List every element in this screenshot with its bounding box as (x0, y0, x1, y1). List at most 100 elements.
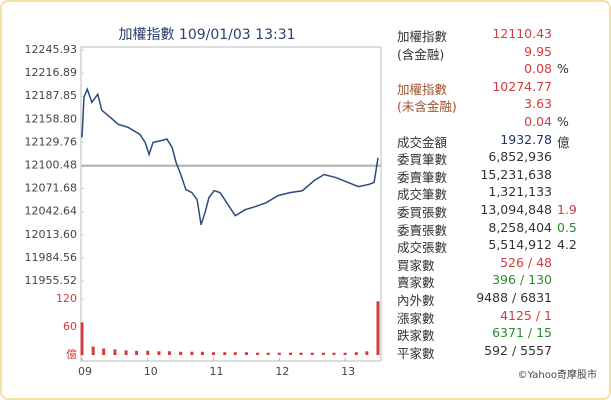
volume-bar (289, 352, 293, 355)
stat-row: 加權指數 12110.43 (397, 26, 597, 44)
y-tick-label: 12013.60 (25, 228, 78, 241)
stat-row: 加權指數 10274.77 (397, 79, 597, 97)
stat-row: 成交金額 1932.78 億 (397, 132, 597, 150)
volume-bar (277, 352, 281, 355)
volume-bar (167, 351, 171, 355)
stat-row: 平家數 592 / 5557 (397, 343, 597, 361)
y-tick-label: 12187.85 (25, 89, 78, 102)
volume-bar (244, 352, 248, 355)
stat-label: 買家數 (397, 257, 435, 273)
stat-row: 內外數 9488 / 6831 (397, 290, 597, 308)
stat-label: 加權指數 (397, 81, 448, 97)
stat-label: 跌家數 (397, 328, 435, 344)
stat-row: 成交張數 5,514,912 4.2 (397, 237, 597, 255)
stat-label: 委買筆數 (397, 152, 448, 168)
stat-value: 3.63 (524, 96, 552, 112)
stat-label: 內外數 (397, 293, 435, 308)
volume-bar (135, 350, 139, 355)
stat-value: 1,321,133 (488, 184, 552, 200)
stat-label: 成交張數 (397, 240, 448, 256)
stat-label: 加權指數 (397, 29, 448, 44)
x-tick-label: 12 (275, 365, 289, 378)
volume-bar (310, 352, 314, 355)
stat-label: (含金融) (397, 46, 445, 62)
stat-value: 13,094,848 (480, 202, 552, 217)
stat-value: 4125 / 1 (500, 307, 552, 323)
stat-row: 委賣筆數 15,231,638 (397, 167, 597, 185)
stat-row: 跌家數 6371 / 15 (397, 325, 597, 343)
volume-bar (146, 350, 150, 355)
stat-extra: 1.9 (557, 202, 577, 217)
stat-value: 5,514,912 (488, 237, 552, 253)
y-tick-label: 60 (63, 320, 77, 333)
x-tick-label: 11 (210, 365, 224, 378)
x-tick-label: 13 (341, 365, 355, 378)
stat-label: 賣家數 (397, 275, 435, 291)
stat-value: 9.95 (524, 43, 552, 59)
stat-value: 592 / 5557 (484, 342, 552, 358)
y-tick-label: 12100.48 (25, 159, 78, 172)
stat-row: 委買張數 13,094,848 1.9 (397, 202, 597, 220)
stat-label: 漲家數 (397, 310, 435, 326)
y-tick-label: 12158.80 (25, 112, 78, 125)
y-tick-label: 億 (66, 348, 77, 361)
stat-value: 0.04 (524, 114, 552, 129)
stat-value: 6371 / 15 (492, 325, 552, 341)
volume-bar (157, 351, 161, 355)
stat-row: 買家數 526 / 48 (397, 255, 597, 273)
volume-bar (91, 346, 95, 355)
stat-label: 委賣筆數 (397, 169, 448, 185)
stat-value: 1932.78 (500, 131, 552, 147)
plot-frame (80, 46, 382, 362)
y-tick-label: 12245.93 (25, 43, 78, 56)
stat-row: 成交筆數 1,321,133 (397, 184, 597, 202)
stat-label: 委買張數 (397, 205, 448, 220)
stat-label: 成交金額 (397, 134, 448, 150)
volume-bar (223, 352, 227, 355)
stat-row: (含金融) 9.95 (397, 44, 597, 62)
stat-value: 0.08 (524, 61, 552, 77)
footer: ©Yahoo奇摩股市 (517, 370, 597, 381)
stat-value: 15,231,638 (480, 166, 552, 182)
stat-value: 12110.43 (492, 26, 552, 41)
y-tick-label: 12129.76 (25, 135, 78, 148)
volume-bar (80, 322, 84, 355)
volume-bar (354, 352, 358, 355)
stat-label: 成交筆數 (397, 187, 448, 203)
stat-value: 10274.77 (492, 78, 552, 94)
y-tick-label: 11955.52 (25, 274, 78, 287)
stat-label: (未含金融) (397, 99, 457, 115)
stat-extra: 4.2 (557, 237, 577, 253)
x-tick-label: 09 (78, 365, 92, 378)
stat-value: 6,852,936 (488, 149, 552, 165)
y-tick-label: 12042.64 (25, 205, 78, 218)
stat-row: 0.08% (397, 61, 597, 79)
volume-bar (343, 352, 347, 355)
volume-bar (376, 301, 380, 355)
stat-row: (未含金融) 3.63 (397, 96, 597, 114)
volume-bar (113, 349, 117, 355)
stat-extra: 0.5 (557, 219, 577, 235)
stat-value: 396 / 130 (492, 272, 552, 288)
y-tick-label: 11984.56 (25, 251, 78, 264)
volume-bar (179, 351, 183, 355)
volume-bar (321, 352, 325, 355)
volume-bar (266, 352, 270, 355)
stat-label: 委賣張數 (397, 222, 448, 238)
volume-bar (299, 352, 303, 355)
volume-bar (212, 352, 216, 355)
volume-bar (124, 350, 128, 355)
volume-bar (200, 351, 204, 355)
stat-row: 漲家數 4125 / 1 (397, 308, 597, 326)
stat-value: 9488 / 6831 (476, 290, 552, 305)
chart-title: 加權指數 109/01/03 13:31 (118, 27, 295, 43)
stat-row: 0.04% (397, 114, 597, 132)
price-line (81, 87, 379, 225)
stat-label: 平家數 (397, 345, 435, 361)
stat-value: 526 / 48 (500, 254, 552, 270)
stat-row: 賣家數 396 / 130 (397, 272, 597, 290)
stat-row: 委買筆數 6,852,936 (397, 149, 597, 167)
stat-extra: % (557, 114, 569, 129)
volume-bar (102, 348, 106, 355)
